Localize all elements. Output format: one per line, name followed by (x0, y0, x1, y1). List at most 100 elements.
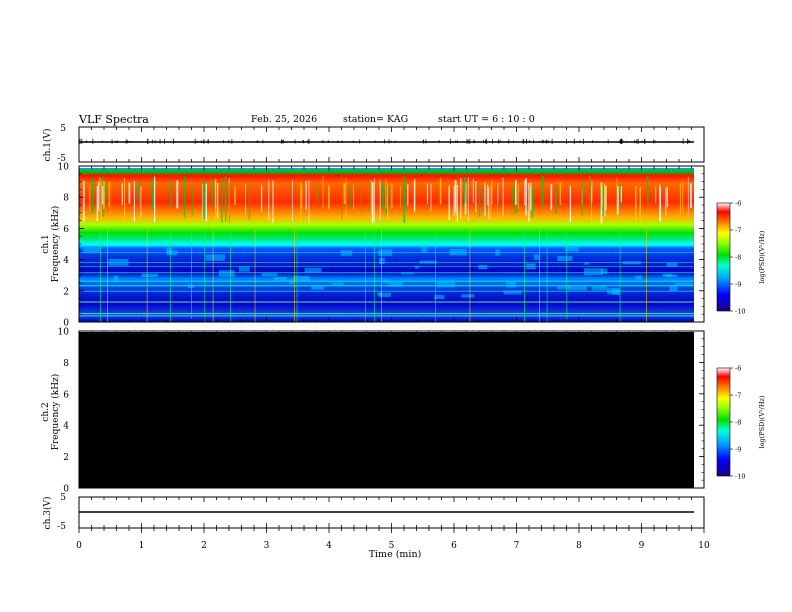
ch1-voltage-frame (78, 126, 705, 163)
time-tick-label: 10 (698, 541, 710, 551)
ch3-voltage-ylabel: ch.3(V) (42, 497, 53, 530)
spectrogram-patch (377, 292, 382, 297)
spectrogram-patch (383, 279, 390, 284)
ch2-spectrogram-ylabel-channel: ch.2 (41, 402, 51, 421)
spectrogram-patch (591, 285, 608, 291)
ch1-colorbar: -6 -7 -8 -9 -10 log(PSD)(V²/Hz) (716, 200, 766, 316)
spectrogram-patch (607, 288, 620, 295)
spectrogram-patch (495, 249, 500, 256)
time-tick-label: 4 (326, 541, 332, 551)
spectrogram-patch (564, 246, 579, 252)
ch1-colorbar-label: log(PSD)(V²/Hz) (758, 230, 766, 283)
time-tick-label: 8 (576, 541, 582, 551)
ch1-spectrogram-panel: 0 2 4 6 8 10 ch.1 Frequency (kHz) (41, 163, 705, 329)
spectrogram-patch (273, 276, 287, 282)
spectrogram-patch (378, 257, 385, 264)
freq-tick-label: 0 (63, 319, 69, 329)
ch2-spectrogram-yticks: 0 2 4 6 8 10 (58, 328, 704, 495)
freq-tick-label: 10 (58, 328, 70, 338)
ch2-colorbar-ticks: -6 -7 -8 -9 -10 (730, 365, 745, 481)
spectrogram-patch (238, 266, 250, 272)
spectrogram-patch (401, 272, 415, 275)
spectrogram-patch (568, 286, 587, 291)
colorbar-tick-label: -8 (735, 254, 741, 262)
ch2-colorbar-label: log(PSD)(V²/Hz) (758, 395, 766, 448)
freq-tick-label: 2 (63, 453, 69, 463)
ch1-ytick-top: 5 (60, 124, 66, 134)
spectrogram-patch (525, 263, 536, 270)
spectrogram-patch (533, 254, 539, 261)
colorbar-tick-label: -9 (735, 446, 741, 454)
station-label: station= KAG (343, 114, 409, 125)
spectrogram-patch (461, 294, 475, 298)
freq-tick-label: 4 (63, 256, 69, 266)
spectrogram-patch (205, 254, 225, 261)
time-tick-label: 1 (139, 541, 145, 551)
spectrogram-patch (187, 284, 194, 289)
ch1-voltage-ylabel: ch.1(V) (42, 129, 53, 162)
ch1-ytick-bottom: -5 (57, 154, 66, 164)
ch2-colorbar: -6 -7 -8 -9 -10 log(PSD)(V²/Hz) (716, 365, 766, 481)
time-tick-label: 7 (514, 541, 520, 551)
spectrogram-patch (421, 246, 427, 253)
colorbar-tick-label: -10 (735, 308, 745, 316)
spectrogram-patch (506, 281, 516, 288)
freq-tick-label: 0 (63, 485, 69, 495)
spectrogram-patch (449, 249, 467, 256)
ch3-ytick-bottom: -5 (57, 522, 66, 532)
time-tick-label: 0 (76, 541, 82, 551)
freq-tick-label: 10 (58, 163, 70, 173)
ch2-colorbar-gradient (716, 367, 731, 477)
spectrogram-patch (166, 247, 172, 254)
spectrogram-patch (557, 256, 573, 261)
freq-tick-label: 6 (63, 390, 69, 400)
spectrogram-patch (261, 273, 278, 277)
spectrogram-patch (635, 275, 643, 280)
colorbar-tick-label: -8 (735, 419, 741, 427)
spectrogram-patch (436, 280, 455, 288)
ch1-spectrogram-ylabel-freq: Frequency (kHz) (50, 206, 61, 283)
date-label: Feb. 25, 2026 (251, 114, 318, 125)
ch1-spectrogram-yticks: 0 2 4 6 8 10 (58, 163, 704, 329)
freq-tick-label: 2 (63, 287, 69, 297)
freq-tick-label: 6 (63, 225, 69, 235)
spectrogram-patch (113, 275, 119, 283)
freq-tick-label: 8 (63, 194, 69, 204)
time-tick-label: 5 (389, 541, 395, 551)
spectrogram-patch (388, 281, 404, 287)
time-tick-labels: 0 1 2 3 4 5 6 7 8 9 10 (76, 541, 710, 551)
spectrogram-patch (377, 249, 392, 256)
spectrogram-patch (141, 273, 158, 278)
spectrogram-patch (331, 282, 344, 286)
figure-title: VLF Spectra (79, 113, 149, 126)
spectrogram-patch (584, 262, 589, 265)
colorbar-tick-label: -9 (735, 281, 741, 289)
ch2-spectrogram-panel: 0 2 4 6 8 10 ch.2 Frequency (kHz) (41, 328, 705, 495)
spectrogram-patch (419, 260, 437, 264)
colorbar-tick-label: -7 (735, 227, 741, 235)
spectrogram-patch (218, 270, 235, 277)
colorbar-tick-label: -6 (735, 200, 741, 208)
spectrogram-patch (166, 250, 178, 256)
spectrogram-patch (669, 285, 678, 292)
spectrogram-patch (289, 279, 294, 284)
spectrogram-patch (108, 258, 129, 266)
spectrogram-patch (83, 247, 100, 253)
spectrogram-patch (556, 285, 571, 290)
spectrogram-patch (601, 268, 608, 274)
time-tick-label: 9 (639, 541, 645, 551)
spectrogram-patch (478, 265, 488, 270)
time-axis-label: Time (min) (369, 549, 422, 560)
ch3-ytick-top: 5 (60, 493, 66, 503)
spectrogram-patch (666, 262, 678, 267)
spectrogram-patch (292, 276, 310, 281)
colorbar-tick-label: -7 (735, 392, 741, 400)
spectrogram-patch (674, 282, 693, 286)
time-tick-label: 6 (451, 541, 457, 551)
colorbar-tick-label: -10 (735, 473, 745, 481)
ch2-spectrogram-image (79, 332, 694, 488)
time-ticks (78, 127, 705, 533)
ch1-spectrogram-streaks (79, 175, 694, 322)
time-tick-label: 3 (264, 541, 270, 551)
